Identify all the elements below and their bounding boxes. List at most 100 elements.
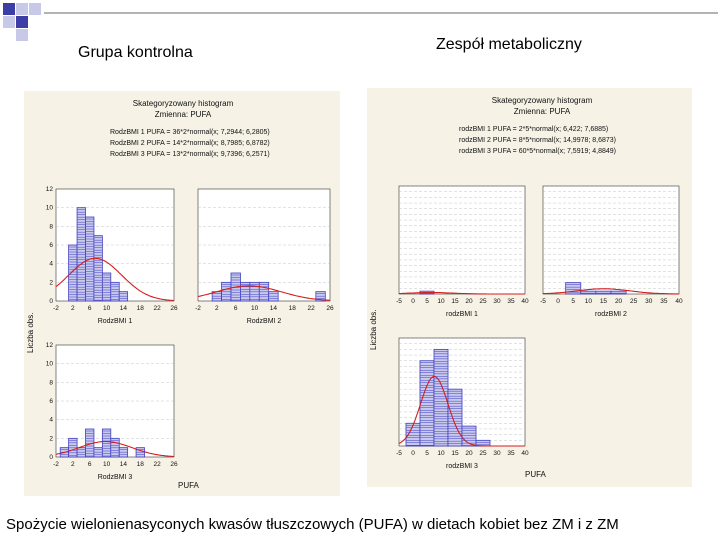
y-tick-label: 12 — [46, 186, 54, 193]
x-tick-label: 35 — [660, 298, 668, 305]
heading-control-group: Grupa kontrolna — [78, 44, 193, 61]
y-tick-label: 2 — [49, 435, 53, 442]
right-legend-3: rodzBMI 3 PUFA = 60*5*normal(x; 7,5919; … — [459, 148, 617, 155]
bar — [595, 290, 612, 295]
left-legend-2: RodzBMI 2 PUFA = 14*2*normal(x; 8,7985; … — [110, 140, 270, 147]
x-tick-label: 30 — [493, 298, 501, 305]
bar — [68, 244, 78, 302]
left-hist-title: Skategoryzowany histogram — [132, 99, 234, 108]
left-legend-1: RodzBMI 1 PUFA = 36*2*normal(x; 7,2944; … — [110, 129, 270, 136]
fit-curve — [543, 288, 679, 295]
plot-area — [542, 185, 680, 295]
left-histogram-panel: Skategoryzowany histogram Zmienna: PUFA … — [24, 91, 340, 496]
y-tick-label: 0 — [49, 454, 53, 461]
right-legend-2: rodzBMI 2 PUFA = 8*5*normal(x; 14,9978; … — [459, 137, 617, 144]
fit-curve — [55, 257, 175, 302]
x-tick-label: 0 — [556, 298, 560, 305]
x-tick-label: 22 — [154, 461, 162, 468]
x-tick-label: 18 — [289, 305, 297, 312]
hist-rodzbmi3-metabolic: -5 0 5 10 15 20 25 30 35 40 rodzBMI 3 — [396, 337, 529, 470]
corner-square-3 — [29, 3, 41, 15]
x-tick-label: 14 — [120, 461, 128, 468]
fit-curve — [55, 440, 175, 458]
y-tick-label: 8 — [49, 223, 53, 230]
x-tick-label: 30 — [645, 298, 653, 305]
fit-curve — [197, 285, 331, 301]
bar — [101, 428, 112, 458]
corner-square-1 — [3, 3, 15, 15]
top-rule — [44, 12, 718, 14]
x-tick-label: -2 — [195, 305, 201, 312]
y-tick-label: 10 — [46, 361, 54, 368]
x-tick-label: 10 — [251, 305, 259, 312]
right-x-axis-label: PUFA — [525, 470, 546, 479]
left-legend-3: RodzBMI 3 PUFA = 13*2*normal(x; 9,7396; … — [110, 151, 270, 158]
x-tick-label: -2 — [53, 305, 59, 312]
heading-metabolic-syndrome: Zespół metaboliczny — [436, 36, 582, 53]
y-tick-label: 2 — [49, 279, 53, 286]
x-tick-label: 26 — [170, 305, 178, 312]
y-tick-label: 4 — [49, 417, 53, 424]
x-tick-label: 10 — [103, 305, 111, 312]
hist-rodzbmi1-metabolic: -5 0 5 10 15 20 25 30 35 40 rodzBMI 1 — [396, 185, 529, 318]
bar — [101, 272, 112, 302]
x-tick-label: 20 — [465, 450, 473, 457]
chart-group-label: rodzBMI 2 — [595, 311, 627, 318]
left-hist-variable: Zmienna: PUFA — [154, 110, 212, 119]
x-tick-label: 22 — [308, 305, 316, 312]
chart-group-label: RodzBMI 2 — [247, 318, 282, 325]
y-tick-label: 8 — [49, 379, 53, 386]
bar — [580, 290, 597, 295]
corner-square-4 — [3, 16, 15, 28]
x-tick-label: -5 — [540, 298, 546, 305]
corner-square-2 — [16, 3, 28, 15]
chart-group-label: RodzBMI 1 — [98, 318, 133, 325]
right-hist-title: Skategoryzowany histogram — [491, 96, 593, 105]
x-tick-label: 25 — [479, 450, 487, 457]
x-tick-label: 14 — [270, 305, 278, 312]
x-tick-label: 2 — [71, 305, 75, 312]
right-histogram-panel: Skategoryzowany histogram Zmienna: PUFA … — [367, 88, 692, 487]
x-tick-label: 22 — [154, 305, 162, 312]
left-x-axis-label: PUFA — [178, 481, 199, 490]
bar — [610, 290, 627, 295]
x-tick-label: 35 — [507, 450, 515, 457]
x-tick-label: 40 — [675, 298, 683, 305]
x-tick-label: 15 — [451, 450, 459, 457]
x-tick-label: 0 — [411, 298, 415, 305]
x-tick-label: 2 — [215, 305, 219, 312]
x-tick-label: 40 — [521, 298, 529, 305]
corner-square-6 — [16, 29, 28, 41]
x-tick-label: 20 — [615, 298, 623, 305]
x-tick-label: 6 — [88, 305, 92, 312]
fit-curve — [399, 291, 525, 295]
x-tick-label: 15 — [600, 298, 608, 305]
chart-group-label: rodzBMI 1 — [446, 311, 478, 318]
x-tick-label: 5 — [571, 298, 575, 305]
x-tick-label: -2 — [53, 461, 59, 468]
bar — [565, 282, 582, 295]
corner-square-5 — [16, 16, 28, 28]
x-tick-label: 20 — [465, 298, 473, 305]
x-tick-label: 25 — [630, 298, 638, 305]
bar — [93, 235, 103, 302]
chart-group-label: rodzBMI 3 — [446, 463, 478, 470]
plot-area — [398, 185, 526, 295]
x-tick-label: 10 — [437, 450, 445, 457]
x-tick-label: 15 — [451, 298, 459, 305]
y-tick-label: 6 — [49, 398, 53, 405]
y-tick-label: 0 — [49, 298, 53, 305]
x-tick-label: 25 — [479, 298, 487, 305]
y-tick-label: 12 — [46, 342, 54, 349]
slide-caption: Spożycie wielonienasyconych kwasów tłusz… — [6, 516, 619, 533]
x-tick-label: 10 — [103, 461, 111, 468]
y-tick-label: 10 — [46, 205, 54, 212]
y-tick-label: 4 — [49, 261, 53, 268]
x-tick-label: 5 — [425, 298, 429, 305]
x-tick-label: 10 — [437, 298, 445, 305]
x-tick-label: -5 — [396, 298, 402, 305]
chart-group-label: RodzBMI 3 — [98, 474, 133, 481]
right-legend-1: rodzBMI 1 PUFA = 2*5*normal(x; 6,422; 7,… — [459, 126, 609, 133]
